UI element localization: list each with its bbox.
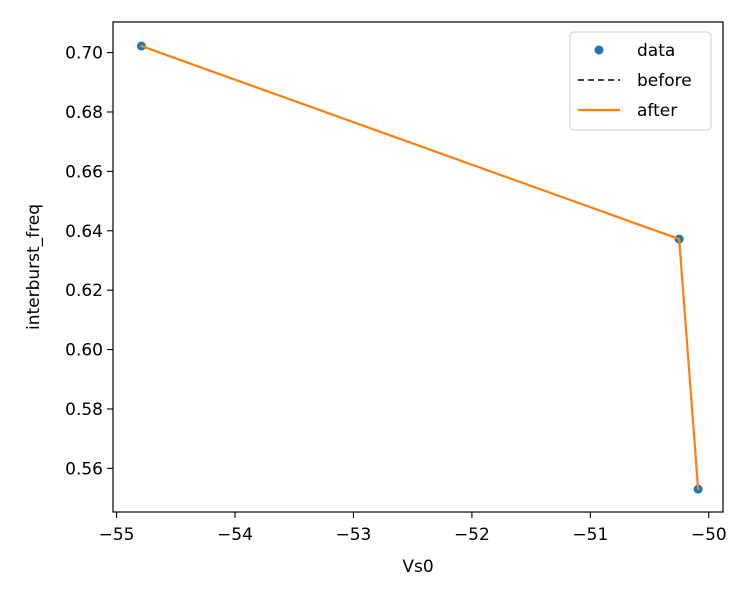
x-axis-label: Vs0: [402, 557, 433, 577]
axes-frame: [112, 21, 724, 513]
x-tick-label: −54: [217, 525, 253, 545]
legend: data before after: [569, 31, 712, 131]
y-tick-label: 0.66: [65, 162, 103, 182]
y-tick-label: 0.60: [65, 341, 103, 361]
x-tick-label: −53: [336, 525, 372, 545]
y-tick-label: 0.64: [65, 222, 103, 242]
y-axis-label: interburst_freq: [24, 204, 44, 330]
x-tick-label: −55: [99, 525, 135, 545]
y-tick-label: 0.68: [65, 103, 103, 123]
x-axis-ticks: −55 −54 −53 −52 −51 −50: [99, 512, 727, 545]
series-layer: [136, 41, 703, 494]
y-axis-ticks: 0.56 0.58 0.60 0.62 0.64 0.66 0.68 0.70: [65, 44, 113, 479]
y-tick-label: 0.58: [65, 400, 103, 420]
y-tick-label: 0.70: [65, 44, 103, 64]
legend-label-before: before: [637, 71, 692, 91]
plot-area: [112, 21, 724, 513]
x-tick-label: −52: [454, 525, 490, 545]
legend-box: [569, 31, 712, 131]
series-after-line: [140, 44, 700, 491]
legend-marker-data: [594, 45, 604, 55]
x-tick-label: −51: [572, 525, 608, 545]
x-tick-label: −50: [691, 525, 727, 545]
legend-label-after: after: [637, 101, 677, 121]
legend-label-data: data: [637, 41, 675, 61]
y-tick-label: 0.56: [65, 459, 103, 479]
y-tick-label: 0.62: [65, 281, 103, 301]
